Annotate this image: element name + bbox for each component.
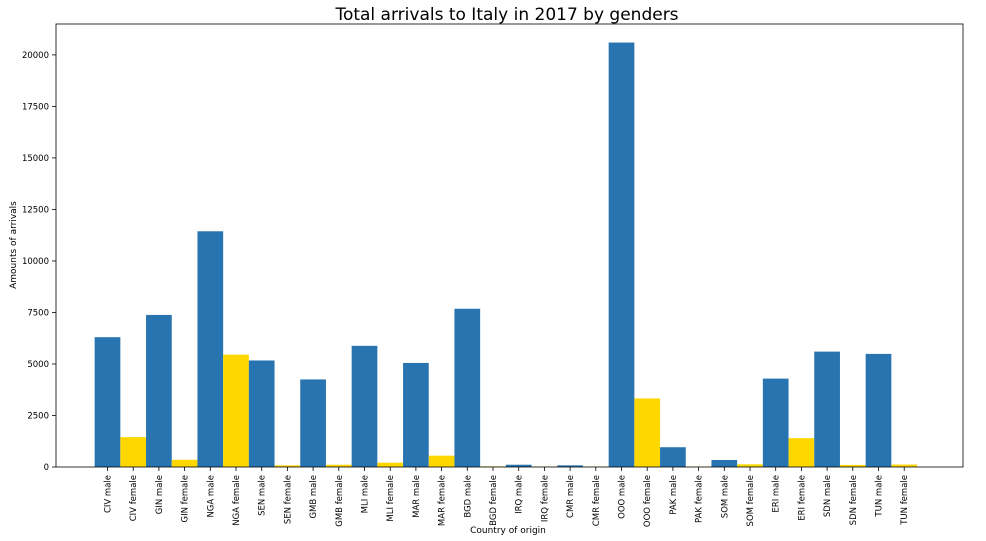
y-tick-label: 2500 <box>27 411 49 421</box>
bar-tun-male <box>865 353 892 467</box>
y-tick-label: 0 <box>44 463 49 473</box>
chart-title: Total arrivals to Italy in 2017 by gende… <box>334 5 678 25</box>
x-tick-label: CMR male <box>566 475 576 518</box>
x-tick-label: GIN male <box>155 475 165 514</box>
x-tick-label: MLI male <box>361 475 371 513</box>
bar-nga-male <box>197 231 224 467</box>
x-tick-label: OOO male <box>618 475 628 519</box>
bar-pak-male <box>660 447 686 467</box>
y-tick-label: 7500 <box>27 308 49 318</box>
x-tick-label: OOO female <box>643 475 653 527</box>
bar-civ-male <box>94 337 121 467</box>
x-tick-label: MAR male <box>412 475 422 518</box>
x-tick-label: NGA female <box>232 475 242 526</box>
bar-som-male <box>711 459 738 467</box>
bar-gmb-female <box>325 464 352 467</box>
y-axis: 0 2500 5000 7500 10000 12500 15000 17500 20000 <box>22 51 56 473</box>
x-tick-label: SOM female <box>746 475 756 526</box>
x-tick-label: MLI female <box>386 475 396 522</box>
bar-civ-female <box>120 437 147 467</box>
bars-group <box>94 42 918 467</box>
x-tick-label: PAK female <box>695 475 705 523</box>
bar-gin-male <box>146 314 172 467</box>
bar-bgd-male <box>454 308 481 467</box>
x-tick-label: ERI female <box>797 475 807 521</box>
x-tick-label: CIV male <box>104 475 114 513</box>
x-tick-label: IRQ male <box>515 475 525 514</box>
bar-irq-male <box>505 464 532 467</box>
bar-sen-female <box>274 465 301 467</box>
plot-frame <box>55 23 964 468</box>
y-tick-label: 12500 <box>22 205 49 215</box>
x-tick-label: SEN female <box>283 475 293 524</box>
bar-cmr-male <box>557 465 583 467</box>
y-tick-label: 17500 <box>22 102 49 112</box>
bar-mar-female <box>428 455 455 467</box>
x-axis: CIV male CIV female GIN male GIN female NGA … <box>104 467 910 527</box>
bar-ooo-female <box>634 398 661 467</box>
bar-nga-female <box>223 354 249 467</box>
x-tick-label: GIN female <box>181 475 191 522</box>
bar-tun-female <box>891 464 918 467</box>
x-tick-label: BGD male <box>463 475 473 518</box>
x-tick-label: GMB male <box>309 475 319 519</box>
x-tick-label: CIV female <box>129 475 139 521</box>
bar-sdn-male <box>814 351 840 467</box>
x-axis-title: Country of origin <box>470 526 546 536</box>
bar-mar-male <box>403 362 429 467</box>
bar-mli-male <box>351 345 378 467</box>
x-tick-label: SDN female <box>849 475 859 525</box>
y-axis-title: Amounts of arrivals <box>9 201 19 289</box>
bar-ooo-male <box>608 42 635 467</box>
bar-mli-female <box>377 462 404 467</box>
x-tick-label: IRQ female <box>540 475 550 522</box>
x-tick-label: NGA male <box>206 475 216 518</box>
x-tick-label: BGD female <box>489 475 499 526</box>
bar-gmb-male <box>300 379 326 467</box>
y-tick-label: 15000 <box>22 154 49 164</box>
x-tick-label: SEN male <box>258 475 268 516</box>
x-tick-label: ERI male <box>772 475 782 513</box>
y-tick-label: 5000 <box>27 360 49 370</box>
x-tick-label: TUN female <box>900 475 910 526</box>
bar-sen-male <box>248 360 275 467</box>
x-tick-label: SDN male <box>823 475 833 517</box>
x-tick-label: GMB female <box>335 475 345 527</box>
x-tick-label: PAK male <box>669 475 679 515</box>
bar-eri-female <box>788 438 815 467</box>
x-tick-label: TUN male <box>875 475 885 518</box>
bar-som-female <box>737 464 763 467</box>
x-tick-label: MAR female <box>438 475 448 526</box>
bar-eri-male <box>762 378 789 467</box>
bar-gin-female <box>171 459 198 467</box>
y-tick-label: 20000 <box>22 51 49 61</box>
bar-sdn-female <box>839 464 866 467</box>
y-tick-label: 10000 <box>22 257 49 267</box>
x-tick-label: CMR female <box>592 475 602 526</box>
x-tick-label: SOM male <box>720 475 730 518</box>
